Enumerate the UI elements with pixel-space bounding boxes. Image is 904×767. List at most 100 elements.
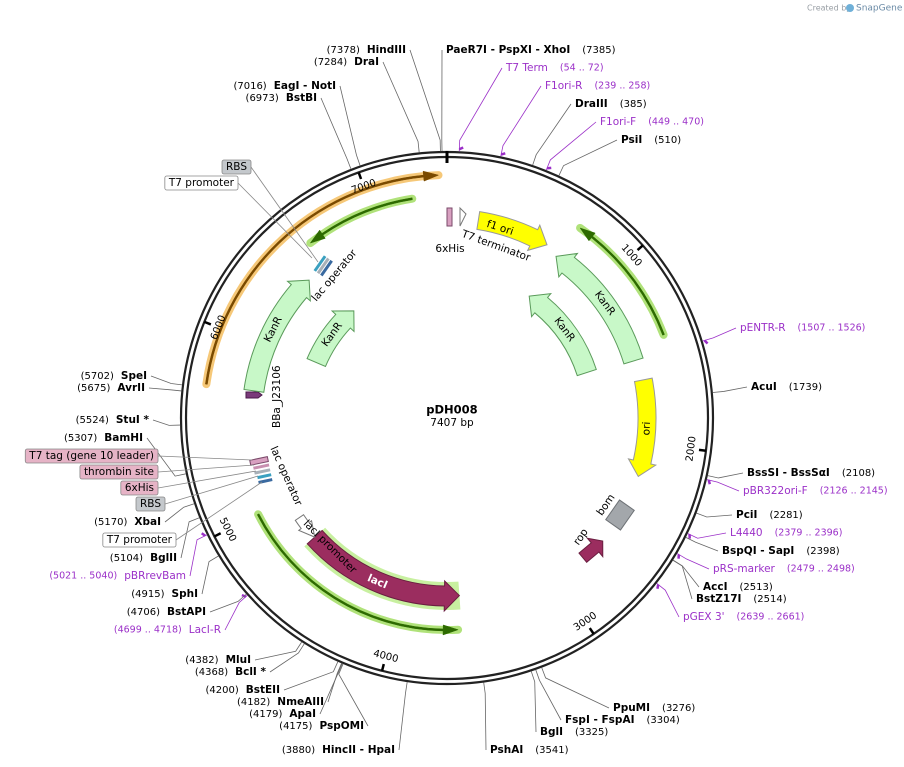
site-position: (5675) bbox=[77, 383, 110, 394]
rop-shape bbox=[578, 537, 604, 564]
site-leader bbox=[269, 643, 305, 673]
feature-label: BBa_J23106 bbox=[271, 365, 283, 428]
callout-box bbox=[102, 532, 177, 548]
site-name: BspQI - SapI bbox=[722, 545, 794, 557]
site-name: F1ori-F bbox=[600, 116, 636, 128]
site-leader bbox=[224, 595, 248, 631]
site-name: PaeR7I - PspXI - XhoI bbox=[446, 44, 570, 56]
site-leader bbox=[148, 387, 182, 392]
site-position: (5170) bbox=[94, 517, 127, 528]
site-leader bbox=[707, 472, 744, 479]
site-leader bbox=[685, 536, 719, 552]
site-name: DraI bbox=[354, 56, 379, 68]
callout-label: RBS bbox=[140, 498, 161, 510]
site-position: (3880) bbox=[282, 745, 315, 756]
ori-arrow bbox=[627, 377, 658, 478]
site-leader bbox=[338, 663, 369, 727]
site-name: pBRrevBam bbox=[124, 570, 186, 582]
site-name: XbaI bbox=[134, 516, 161, 528]
site-position: (2126 .. 2145) bbox=[820, 486, 888, 497]
site-name: SphI bbox=[172, 588, 198, 600]
site-position: (4915) bbox=[131, 589, 164, 600]
ruler-tick-label: 5000 bbox=[217, 516, 238, 544]
f1-ori-arrow bbox=[476, 210, 548, 252]
site-name: EagI - NotI bbox=[274, 80, 336, 92]
site-leader bbox=[672, 559, 700, 588]
site-leader bbox=[535, 669, 562, 721]
site-name: PpuMI bbox=[613, 702, 650, 714]
site-name: FspI - FspAI bbox=[565, 714, 635, 726]
callout-label: T7 promoter bbox=[106, 534, 173, 546]
site-name: pRS-marker bbox=[713, 563, 776, 575]
ruler-tick bbox=[698, 448, 707, 452]
box bbox=[254, 468, 271, 475]
callout-leader bbox=[237, 182, 313, 259]
site-leader bbox=[458, 67, 503, 152]
site-leader bbox=[327, 663, 342, 703]
site-name: L4440 bbox=[730, 527, 763, 539]
feature-label: lac operator bbox=[268, 445, 305, 509]
feature-label: 6xHis bbox=[435, 243, 464, 255]
site-leader bbox=[672, 559, 693, 600]
callout-leader bbox=[157, 464, 255, 473]
callout-box bbox=[221, 159, 252, 175]
site-position: (2479 .. 2498) bbox=[787, 564, 855, 575]
site-position: (5307) bbox=[64, 433, 97, 444]
site-leader bbox=[706, 479, 740, 492]
kanr-arrow bbox=[243, 279, 311, 393]
site-position: (2108) bbox=[842, 468, 875, 479]
callout-box bbox=[135, 496, 166, 512]
primer-mark bbox=[200, 532, 206, 537]
site-position: (3325) bbox=[575, 727, 608, 738]
site-name: ApaI bbox=[289, 708, 316, 720]
site-leader bbox=[532, 103, 572, 166]
site-position: (7016) bbox=[233, 81, 266, 92]
site-name: MluI bbox=[226, 654, 251, 666]
bom-shape bbox=[605, 499, 635, 531]
site-position: (54 .. 72) bbox=[560, 63, 604, 74]
site-position: (2398) bbox=[806, 546, 839, 557]
callout-label: RBS bbox=[226, 161, 247, 173]
site-name: PspOMI bbox=[319, 720, 364, 732]
site-leader bbox=[254, 641, 303, 661]
site-name: NmeAIII bbox=[277, 696, 324, 708]
site-name: pENTR-R bbox=[740, 322, 786, 334]
ruler-tick bbox=[636, 244, 644, 251]
feature-label: ori bbox=[640, 421, 653, 435]
feature-label: rop bbox=[571, 526, 591, 547]
ruler-tick bbox=[203, 320, 212, 326]
lacI-arrow bbox=[306, 529, 461, 613]
ruler-tick bbox=[357, 171, 363, 180]
site-name: BssSI - BssSαI bbox=[747, 467, 830, 479]
site-leader bbox=[180, 517, 200, 559]
site-leader bbox=[541, 667, 610, 709]
site-leader bbox=[320, 97, 352, 170]
site-leader bbox=[283, 661, 339, 691]
site-position: (2513) bbox=[739, 582, 772, 593]
callout-leader bbox=[157, 455, 253, 461]
site-position: (4200) bbox=[205, 685, 238, 696]
site-name: PciI bbox=[736, 509, 757, 521]
site-position: (7378) bbox=[327, 45, 360, 56]
terminator-shape bbox=[459, 206, 467, 227]
site-leader bbox=[530, 671, 537, 733]
site-name: StuI * bbox=[116, 414, 150, 426]
site-position: (4706) bbox=[127, 607, 160, 618]
kanr-arrow bbox=[555, 252, 644, 365]
ruler-tick-label: 3000 bbox=[572, 610, 599, 633]
site-position: (449 .. 470) bbox=[648, 117, 704, 128]
site-name: pGEX 3' bbox=[683, 611, 725, 623]
site-leader bbox=[687, 532, 727, 539]
ruler-tick-label: 4000 bbox=[372, 648, 399, 665]
site-position: (3541) bbox=[535, 745, 568, 756]
primer-mark bbox=[707, 479, 712, 485]
site-name: T7 Term bbox=[505, 62, 548, 74]
site-name: LacI-R bbox=[189, 624, 221, 636]
site-position: (7385) bbox=[582, 45, 615, 56]
site-position: (6973) bbox=[246, 93, 279, 104]
box bbox=[313, 255, 327, 272]
site-name: HincII - HpaI bbox=[322, 744, 395, 756]
promoter-shape bbox=[245, 391, 263, 399]
callout-label: 6xHis bbox=[125, 482, 154, 494]
site-position: (2514) bbox=[753, 594, 786, 605]
